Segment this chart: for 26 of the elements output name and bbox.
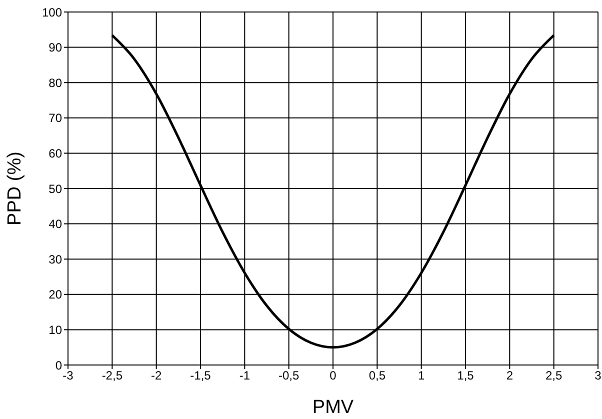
y-tick-label: 50 <box>48 182 62 196</box>
x-tick-label: -2 <box>150 368 162 383</box>
x-tick-label: 0,5 <box>368 368 386 383</box>
y-tick-label: 20 <box>48 288 62 302</box>
x-tick-label: -0,5 <box>278 368 300 383</box>
y-axis-title: PPD (%) <box>4 152 26 226</box>
x-tick-label: -1,5 <box>190 368 212 383</box>
x-tick-label: 1 <box>418 368 425 383</box>
x-tick-label: 0 <box>330 368 337 383</box>
y-tick-label: 80 <box>48 76 62 90</box>
x-tick-label: -3 <box>62 368 74 383</box>
x-axis-title: PMV <box>312 397 354 418</box>
y-tick-label: 60 <box>48 146 62 160</box>
y-tick-label: 30 <box>48 252 62 266</box>
x-tick-label: 1,5 <box>457 368 474 383</box>
x-tick-label: -1 <box>239 368 250 383</box>
x-tick-label: 2 <box>506 368 514 383</box>
x-tick-label: 2,5 <box>545 368 562 383</box>
y-tick-label: 0 <box>55 358 62 372</box>
x-tick-label: 3 <box>594 368 602 383</box>
y-tick-label: 90 <box>48 40 62 55</box>
y-tick-label: 40 <box>48 217 62 232</box>
y-tick-label: 70 <box>48 111 62 126</box>
y-tick-label: 10 <box>48 322 62 337</box>
x-tick-label: -2,5 <box>102 368 123 383</box>
y-tick-label: 100 <box>42 5 62 20</box>
